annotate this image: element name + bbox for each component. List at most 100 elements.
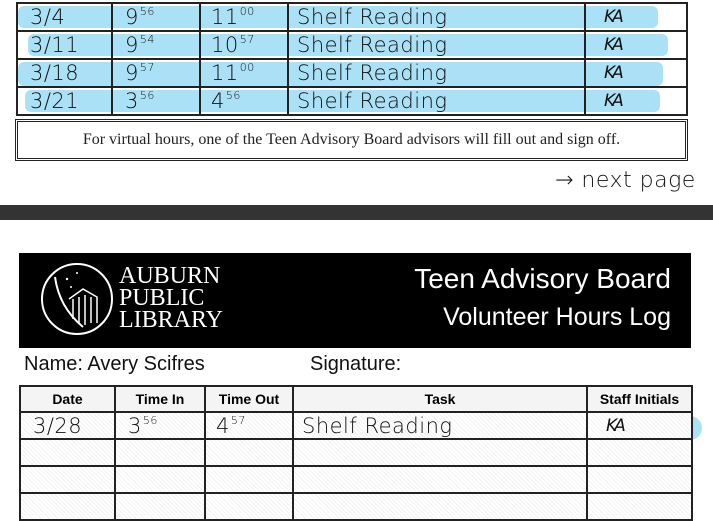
time-in-hour: 3: [125, 89, 139, 113]
column-header: Task: [292, 385, 588, 413]
time-out-cell: 1057: [199, 30, 289, 60]
date: 3/11: [30, 33, 80, 57]
next-page-note: → next page: [555, 168, 696, 193]
time-in: 356: [125, 89, 155, 113]
header-title: Teen Advisory Board: [414, 263, 671, 294]
empty-cell[interactable]: [586, 492, 693, 521]
task-cell: Shelf Reading: [287, 58, 586, 88]
library-logo: [41, 263, 113, 335]
name-value: Avery Scifres: [87, 353, 205, 375]
notice-text: For virtual hours, one of the Teen Advis…: [82, 131, 621, 148]
name-field: Name: Avery Scifres: [24, 353, 205, 376]
date: 3/28: [33, 413, 83, 438]
date-cell: 3/18: [16, 58, 113, 88]
task: Shelf Reading: [297, 33, 448, 57]
time-in-hour: 9: [125, 5, 139, 29]
empty-cell[interactable]: [204, 465, 294, 494]
task-cell: Shelf Reading: [287, 2, 586, 32]
time-in-min: 54: [139, 33, 155, 46]
empty-cell[interactable]: [292, 492, 588, 521]
time-in-hour: 9: [125, 61, 139, 85]
empty-cell[interactable]: [19, 465, 116, 494]
name-label: Name:: [24, 353, 83, 375]
date-cell: 3/21: [16, 86, 113, 116]
task: Shelf Reading: [297, 61, 448, 85]
logo-line: AUBURN: [119, 263, 221, 289]
empty-row: [19, 492, 693, 521]
empty-row: [19, 438, 693, 467]
library-building-icon: [54, 272, 98, 328]
time-out-min: 00: [239, 5, 255, 18]
empty-cell[interactable]: [19, 492, 116, 521]
time-out-min: 00: [239, 61, 255, 74]
empty-cell[interactable]: [586, 465, 693, 494]
time-in-cell: 356: [114, 411, 206, 440]
column-header: Time Out: [204, 385, 294, 413]
time-out-min: 56: [225, 89, 241, 102]
time-out: 1100: [211, 61, 255, 85]
staff-initials-signature: KA: [604, 7, 624, 27]
time-in: 956: [125, 5, 155, 29]
time-in-hour: 3: [128, 413, 142, 438]
empty-cell[interactable]: [19, 438, 116, 467]
empty-cell[interactable]: [114, 492, 206, 521]
time-out-cell: 457: [204, 411, 294, 440]
empty-cell[interactable]: [204, 492, 294, 521]
time-out-cell: 456: [199, 86, 289, 116]
empty-cell[interactable]: [586, 438, 693, 467]
time-out-cell: 1100: [199, 58, 289, 88]
empty-cell[interactable]: [292, 465, 588, 494]
time-in: 356: [128, 414, 158, 438]
empty-cell[interactable]: [114, 465, 206, 494]
table-row: 3/21 356 456 Shelf Reading KA: [16, 86, 688, 116]
time-out: 1057: [211, 33, 255, 57]
table-row: 3/28 356 457 Shelf Reading KA: [19, 411, 693, 440]
task: Shelf Reading: [302, 413, 453, 438]
time-out-hour: 11: [211, 61, 239, 85]
date-cell: 3/28: [19, 411, 116, 440]
initials-cell: KA: [584, 30, 688, 60]
time-out-hour: 4: [216, 413, 230, 438]
time-in-cell: 954: [111, 30, 201, 60]
task-cell: Shelf Reading: [287, 30, 586, 60]
time-in-cell: 956: [111, 2, 201, 32]
library-name: AUBURN PUBLIC LIBRARY: [119, 263, 223, 332]
staff-initials-signature: KA: [604, 63, 624, 83]
time-in: 957: [125, 61, 155, 85]
task-cell: Shelf Reading: [287, 86, 586, 116]
time-out: 456: [211, 89, 241, 113]
hours-table-previous: 3/4 956 1100 Shelf Reading KA 3/11 954 1057 Shel…: [16, 2, 688, 116]
empty-cell[interactable]: [114, 438, 206, 467]
time-out-min: 57: [239, 33, 255, 46]
initials-cell: KA: [586, 411, 693, 440]
task-cell: Shelf Reading: [292, 411, 588, 440]
time-in-min: 56: [139, 89, 155, 102]
logo-line: PUBLIC: [119, 285, 205, 311]
staff-initials-signature: KA: [604, 91, 624, 111]
signature-label: Signature:: [310, 353, 402, 375]
initials-cell: KA: [584, 58, 688, 88]
date: 3/18: [30, 61, 80, 85]
time-out: 457: [216, 414, 246, 438]
date: 3/21: [30, 89, 80, 113]
task: Shelf Reading: [297, 89, 448, 113]
hours-table: Date Time In Time Out Task Staff Initials 3/…: [19, 385, 693, 521]
time-out-hour: 11: [211, 5, 239, 29]
time-in: 954: [125, 33, 155, 57]
virtual-hours-notice: For virtual hours, one of the Teen Advis…: [15, 119, 688, 161]
date: 3/4: [30, 5, 66, 29]
staff-initials-signature: KA: [604, 35, 624, 55]
initials-cell: KA: [584, 2, 688, 32]
column-header: Staff Initials: [586, 385, 693, 413]
time-in-min: 56: [139, 5, 155, 18]
empty-cell[interactable]: [292, 438, 588, 467]
column-header: Time In: [114, 385, 206, 413]
page-divider: [0, 205, 713, 220]
empty-cell[interactable]: [204, 438, 294, 467]
staff-initials-signature: KA: [606, 415, 626, 436]
time-in-cell: 957: [111, 58, 201, 88]
time-in-min: 57: [139, 61, 155, 74]
task: Shelf Reading: [297, 5, 448, 29]
time-out-hour: 4: [211, 89, 225, 113]
header-subtitle: Volunteer Hours Log: [443, 303, 671, 331]
